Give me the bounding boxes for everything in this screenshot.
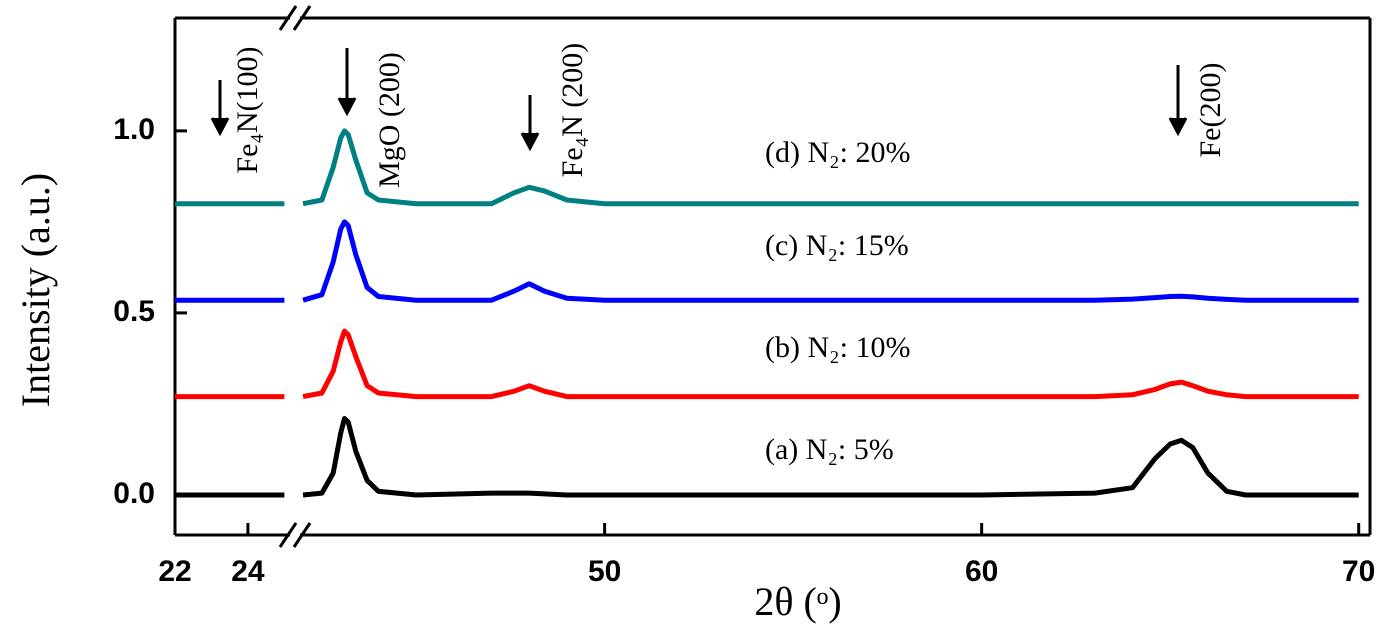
x-tick-label: 50	[588, 555, 621, 588]
x-tick-label: 60	[965, 555, 998, 588]
y-tick-label: 0.5	[113, 295, 155, 328]
axis-break	[278, 5, 312, 548]
arrow	[337, 48, 357, 117]
series-line	[175, 416, 1359, 498]
series-label: (a) N₂: 5%	[765, 433, 894, 466]
x-axis-label: 2θ (ᵒ)	[754, 579, 841, 624]
x-tick-label: 24	[231, 555, 265, 588]
plot-frame	[173, 5, 1372, 548]
y-tick-label: 0.0	[113, 477, 155, 510]
x-tick-label: 70	[1342, 555, 1375, 588]
series-line	[175, 219, 1359, 303]
annotation: Fe₄N(100)	[231, 46, 264, 173]
arrow	[1168, 65, 1188, 137]
series-label: (c) N₂: 15%	[765, 229, 909, 262]
annotations: Fe₄N(100) MgO (200) Fe₄N (200) Fe(200)	[210, 43, 1227, 188]
annotation: Fe₄N (200)	[556, 43, 589, 178]
annotation: Fe(200)	[1194, 63, 1227, 158]
series-label: (d) N₂: 20%	[765, 136, 910, 169]
y-axis-label: Intensity (a.u.)	[13, 173, 58, 407]
x-tick-label: 22	[158, 555, 191, 588]
arrow	[210, 80, 230, 137]
arrow	[520, 95, 540, 152]
series-line	[175, 328, 1359, 400]
annotation: MgO (200)	[373, 52, 406, 188]
series-label: (b) N₂: 10%	[765, 331, 910, 364]
y-tick-label: 1.0	[113, 113, 155, 146]
series-line	[175, 128, 1359, 207]
